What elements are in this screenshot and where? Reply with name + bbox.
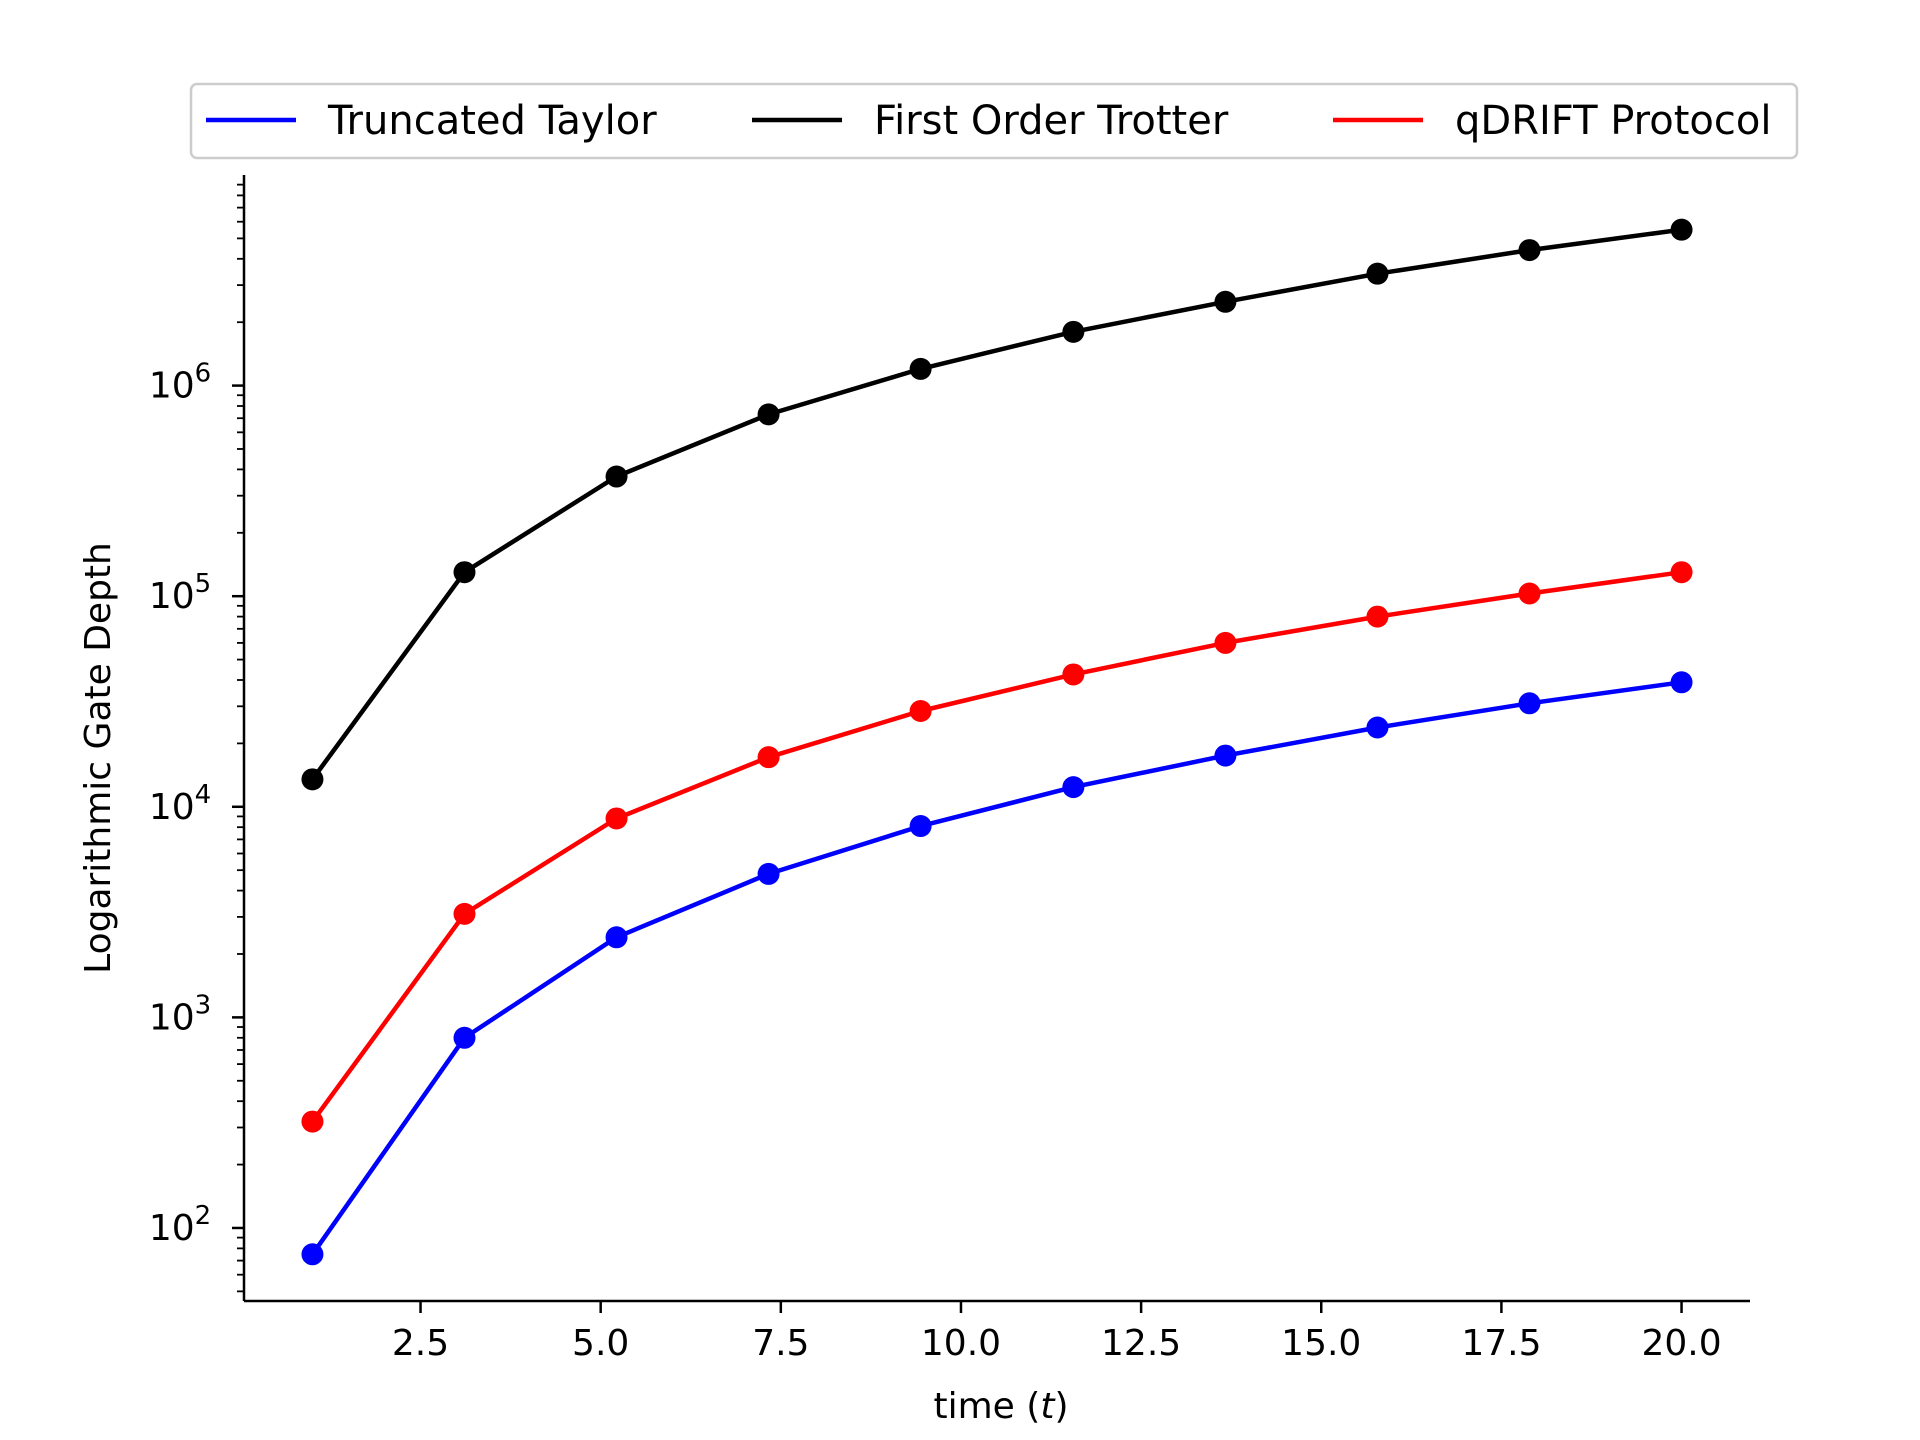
data-point [301, 1243, 324, 1266]
data-point [1366, 262, 1389, 285]
data-point [1062, 320, 1085, 343]
data-point [605, 807, 628, 830]
data-point [453, 1026, 476, 1049]
y-tick-label: 102 [149, 1201, 211, 1249]
legend-label: First Order Trotter [874, 98, 1229, 144]
series-line [310, 569, 1682, 1123]
series-truncated-taylor [301, 671, 1693, 1266]
x-tick-label: 20.0 [1641, 1323, 1721, 1364]
data-point [757, 862, 780, 885]
legend: Truncated Taylor First Order Trotter qDRIF… [189, 82, 1799, 160]
y-tick-label: 104 [149, 780, 211, 828]
data-point [909, 357, 932, 380]
data-point [301, 1110, 324, 1133]
x-axis-title-variable: t [1040, 1386, 1056, 1427]
x-tick-label: 15.0 [1281, 1323, 1361, 1364]
data-point [909, 699, 932, 722]
x-tick-label: 7.5 [752, 1323, 809, 1364]
x-axis-title-suffix: ) [1054, 1386, 1068, 1427]
data-point [1670, 561, 1693, 584]
y-tick-label-base: 10 [149, 576, 195, 617]
y-tick-label-exponent: 3 [195, 990, 212, 1020]
x-tick-label: 17.5 [1461, 1323, 1541, 1364]
legend-box [189, 82, 1799, 160]
data-point [1518, 582, 1541, 605]
data-point [1366, 605, 1389, 628]
data-point [1062, 776, 1085, 799]
data-point [1670, 671, 1693, 694]
y-tick-label-base: 10 [149, 366, 195, 407]
data-point [1518, 239, 1541, 262]
data-point [1214, 744, 1237, 767]
data-point [909, 815, 932, 838]
data-point [1062, 663, 1085, 686]
y-tick-label-base: 10 [149, 1208, 195, 1249]
y-tick-label-base: 10 [149, 787, 195, 828]
y-minor-ticks [237, 183, 244, 1293]
data-point [1366, 716, 1389, 739]
y-tick-label: 105 [149, 569, 211, 617]
y-tick-label-base: 10 [149, 997, 195, 1038]
x-tick-label: 12.5 [1101, 1323, 1181, 1364]
data-point [453, 902, 476, 925]
y-tick-label-exponent: 2 [195, 1201, 212, 1231]
y-tick-label: 103 [149, 990, 211, 1038]
y-tick-label-exponent: 5 [195, 569, 212, 599]
y-tick-label: 106 [149, 359, 211, 407]
y-tick-label-exponent: 4 [195, 780, 212, 810]
series-line [310, 227, 1682, 781]
data-point [1214, 631, 1237, 654]
x-axis-title-prefix: time ( [934, 1386, 1041, 1427]
data-point [453, 561, 476, 584]
legend-label: Truncated Taylor [327, 98, 657, 144]
data-point [1214, 290, 1237, 313]
data-point [757, 746, 780, 769]
x-tick-label: 10.0 [921, 1323, 1001, 1364]
legend-label: qDRIFT Protocol [1455, 98, 1771, 144]
series-first-order-trotter [301, 218, 1693, 791]
y-tick-label-exponent: 6 [195, 359, 212, 389]
data-point [757, 403, 780, 426]
x-tick-label: 5.0 [572, 1323, 629, 1364]
series-layer [301, 218, 1693, 1266]
data-point [1670, 218, 1693, 241]
x-axis-title: time (t) [934, 1386, 1069, 1427]
data-point [301, 768, 324, 791]
series-line [310, 680, 1682, 1256]
data-point [1518, 692, 1541, 715]
data-point [605, 465, 628, 488]
series-qdrift-protocol [301, 561, 1693, 1133]
x-tick-label: 2.5 [392, 1323, 449, 1364]
y-axis-title: Logarithmic Gate Depth [78, 542, 119, 974]
x-ticks: 2.5 5.0 7.5 10.0 12.5 15.0 17.5 20.0 [392, 1301, 1722, 1364]
axes: 2.5 5.0 7.5 10.0 12.5 15.0 17.5 20.0 1021031041… [149, 175, 1750, 1364]
data-point [605, 926, 628, 949]
